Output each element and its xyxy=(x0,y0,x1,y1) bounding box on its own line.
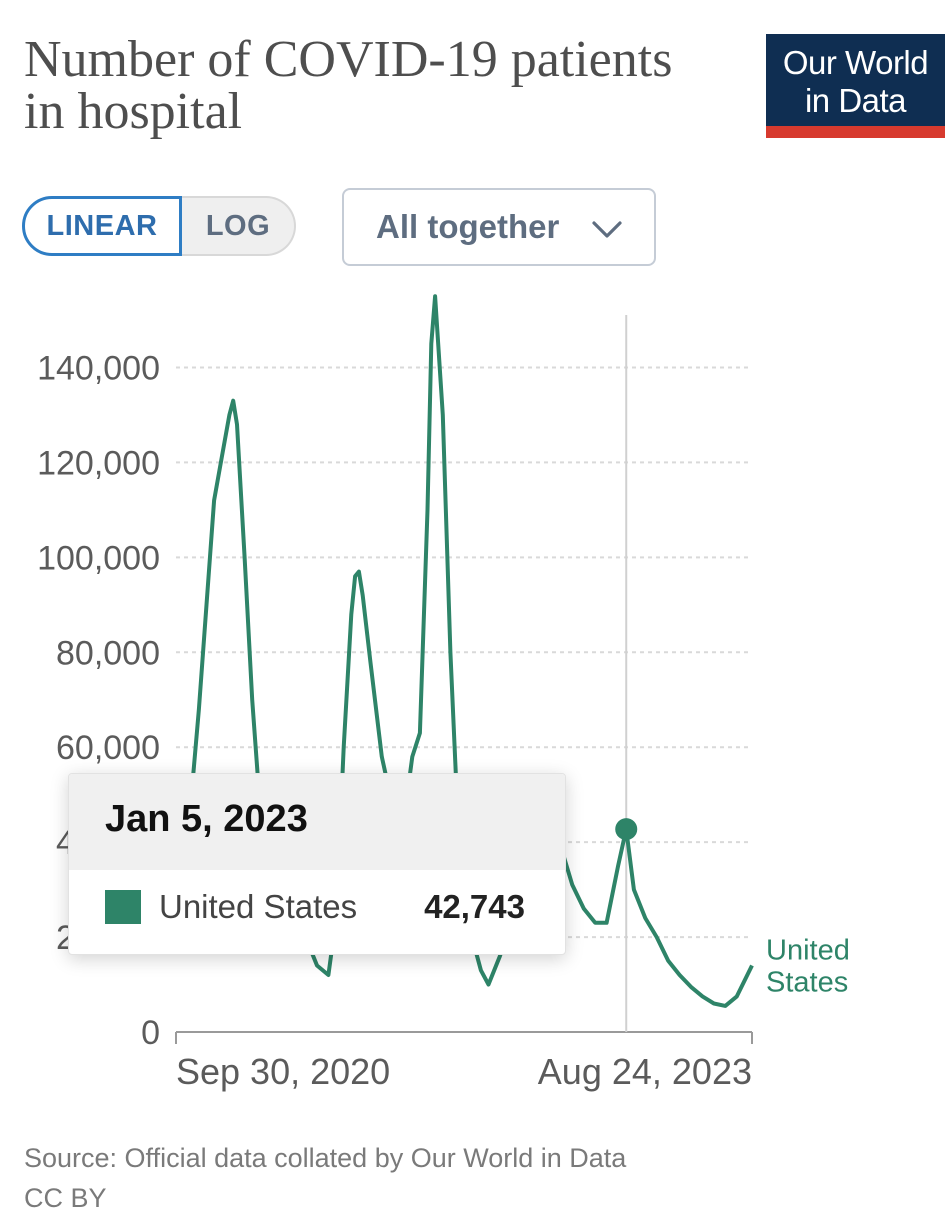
chevron-down-icon xyxy=(592,221,622,238)
tooltip-swatch xyxy=(105,890,141,924)
owid-logo[interactable]: Our World in Data xyxy=(766,34,945,138)
series-end-label: United States xyxy=(766,935,850,999)
series-label-line: United xyxy=(766,935,850,967)
logo-line-2: in Data xyxy=(804,82,907,119)
x-tick-label-end: Aug 24, 2023 xyxy=(538,1051,752,1092)
tooltip-value: 42,743 xyxy=(424,888,525,925)
tooltip-entity: United States xyxy=(159,888,358,925)
series-line-united-states xyxy=(174,294,754,1008)
y-tick-label: 60,000 xyxy=(56,729,160,767)
line-chart[interactable]: 020,00040,00060,00080,000100,000120,0001… xyxy=(0,290,945,1110)
source-note: Source: Official data collated by Our Wo… xyxy=(24,1138,626,1218)
logo-accent-bar xyxy=(766,126,945,138)
hover-point xyxy=(615,818,638,841)
log-scale-button[interactable]: LOG xyxy=(182,196,296,256)
series-label-line: States xyxy=(766,967,848,999)
y-tick-label: 100,000 xyxy=(37,539,160,577)
y-tick-label: 120,000 xyxy=(37,444,160,482)
facet-dropdown-value: All together xyxy=(376,208,560,245)
tooltip-date: Jan 5, 2023 xyxy=(69,774,565,870)
license-text: CC BY xyxy=(24,1183,107,1213)
y-tick-label: 80,000 xyxy=(56,634,160,672)
y-tick-label: 140,000 xyxy=(37,349,160,387)
page-title: Number of COVID-19 patients in hospital xyxy=(24,31,673,140)
tooltip-row: United States 42,743 xyxy=(69,870,565,954)
facet-dropdown[interactable]: All together xyxy=(342,188,656,266)
x-tick-label-start: Sep 30, 2020 xyxy=(176,1051,390,1092)
source-text: Source: Official data collated by Our Wo… xyxy=(24,1143,627,1173)
y-tick-label: 0 xyxy=(141,1014,160,1052)
logo-line-1: Our World xyxy=(782,44,929,81)
scale-toggle: LINEAR LOG xyxy=(22,196,296,256)
tooltip: Jan 5, 2023 United States 42,743 xyxy=(68,773,566,955)
linear-scale-button[interactable]: LINEAR xyxy=(22,196,182,256)
